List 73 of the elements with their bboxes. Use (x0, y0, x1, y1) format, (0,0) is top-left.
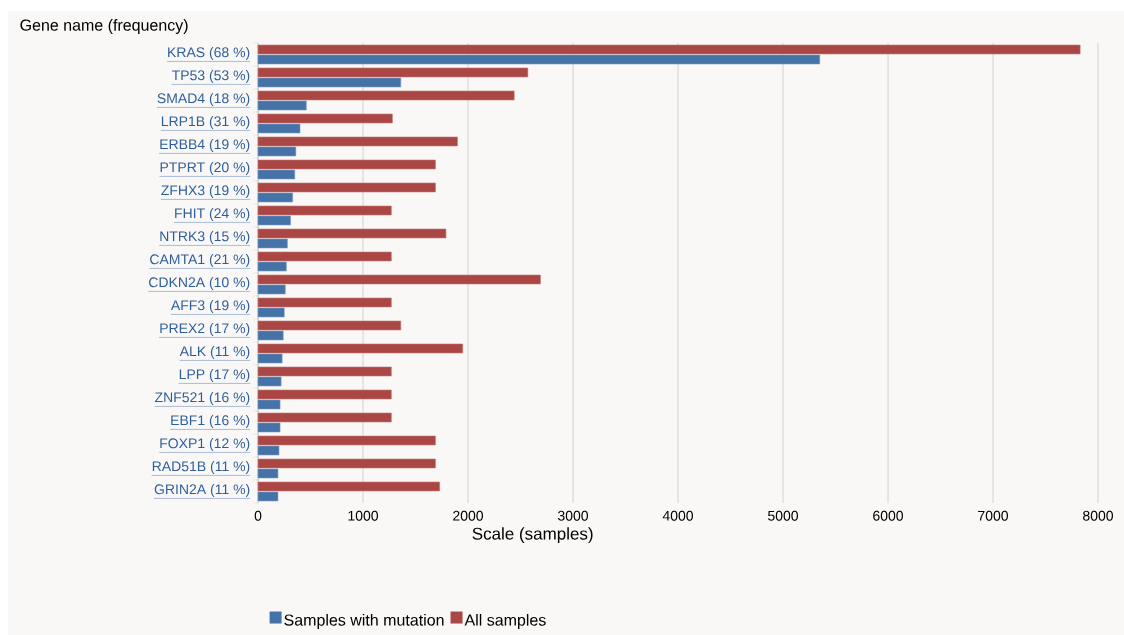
y-tick-label: LPP (17 %) (179, 368, 250, 383)
y-tick-label: PREX2 (17 %) (160, 322, 250, 337)
bar (257, 353, 283, 364)
bar (257, 238, 288, 249)
bar (257, 205, 392, 216)
bar (257, 284, 286, 295)
y-tick-label: FHIT (24 %) (175, 207, 250, 222)
y-tick-label: CAMTA1 (21 %) (150, 253, 250, 268)
bar (257, 192, 293, 203)
bar (257, 481, 440, 492)
bar (257, 307, 285, 318)
y-tick-label: PTPRT (20 %) (160, 161, 250, 176)
bar (257, 274, 541, 285)
x-tick-label: 7000 (978, 510, 1009, 521)
y-tick-label: KRAS (68 %) (168, 46, 250, 61)
bar (257, 136, 458, 147)
y-tick-label: ALK (11 %) (179, 345, 250, 360)
bar (257, 77, 402, 88)
x-axis-title: Scale (samples) (472, 527, 593, 544)
bar (257, 491, 279, 502)
bar (257, 228, 447, 239)
y-tick-label: RAD51B (11 %) (152, 460, 250, 475)
bar (257, 366, 392, 377)
bar (257, 399, 281, 410)
bar (257, 113, 393, 124)
y-tick-label: CDKN2A (10 %) (149, 276, 250, 291)
x-tick-label: 3000 (557, 510, 589, 521)
bar (257, 261, 287, 272)
y-tick-label: TP53 (53 %) (171, 69, 250, 84)
x-tick-label: 4000 (662, 510, 694, 521)
y-tick-label: ERBB4 (19 %) (160, 138, 250, 153)
bar (257, 435, 436, 446)
x-tick-label: 1000 (348, 510, 379, 521)
y-axis-title: Gene name (frequency) (20, 19, 188, 34)
y-tick-label: ZFHX3 (19 %) (161, 184, 250, 199)
y-tick-label: LRP1B (31 %) (161, 115, 250, 130)
bar (257, 251, 392, 262)
x-tick-label: 6000 (873, 510, 904, 521)
bar (257, 297, 392, 308)
bar (257, 320, 402, 331)
bar (257, 67, 529, 78)
y-tick-label: EBF1 (16 %) (171, 414, 250, 429)
bar (257, 412, 392, 423)
bar (257, 343, 464, 354)
legend-label: Samples with mutation (284, 613, 444, 629)
y-tick-label: GRIN2A (11 %) (154, 483, 250, 498)
bar (257, 468, 279, 479)
bar (257, 215, 291, 226)
bar (257, 54, 821, 65)
x-tick-label: 0 (254, 510, 262, 521)
bar (257, 182, 436, 193)
bar (257, 458, 436, 469)
legend-label: All samples (464, 613, 546, 629)
bar (257, 159, 436, 170)
bar (257, 90, 515, 101)
y-tick-label: ZNF521 (16 %) (154, 391, 250, 406)
bar (257, 169, 296, 180)
bar (257, 330, 284, 341)
bar (257, 445, 280, 456)
x-tick-label: 5000 (767, 510, 799, 521)
x-tick-label: 8000 (1083, 510, 1114, 521)
y-tick-label: AFF3 (19 %) (170, 299, 250, 314)
x-tick-label: 2000 (453, 510, 484, 521)
bar (257, 389, 392, 400)
y-tick-label: NTRK3 (15 %) (160, 230, 250, 245)
bar (257, 100, 307, 111)
bar (257, 376, 282, 387)
bar (257, 422, 281, 433)
bar (257, 44, 1081, 55)
y-tick-label: FOXP1 (12 %) (160, 437, 250, 452)
y-tick-label: SMAD4 (18 %) (157, 92, 250, 107)
bar (257, 123, 301, 134)
bar (257, 146, 297, 157)
